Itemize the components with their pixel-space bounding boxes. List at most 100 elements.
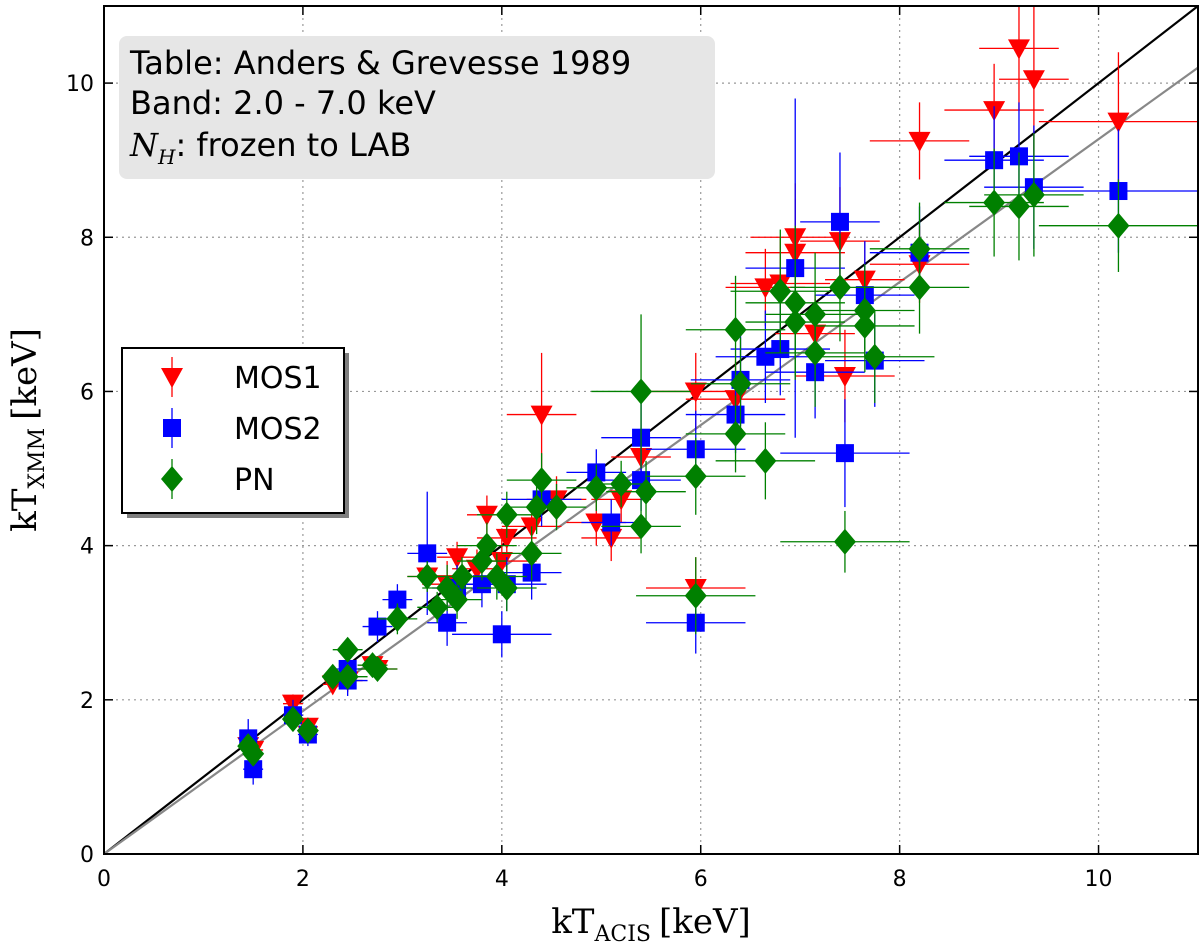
data-point [475, 505, 498, 526]
x-axis-label-main: kT [551, 902, 595, 942]
data-point [1022, 181, 1045, 208]
x-tick-label: 10 [1085, 867, 1113, 892]
y-tick-label: 0 [80, 843, 94, 868]
data-point [475, 532, 498, 559]
data-point [769, 278, 792, 305]
data-point [835, 444, 854, 463]
legend-entry-mos1: MOS1 [161, 357, 322, 397]
annotation-line3: NH: frozen to LAB [129, 126, 411, 169]
legend-label: PN [234, 463, 275, 498]
legend-entry-mos2: MOS2 [163, 408, 322, 448]
data-point [530, 467, 553, 494]
data-point [492, 625, 511, 644]
data-point [1007, 193, 1030, 220]
y-tick-label: 2 [80, 689, 94, 714]
data-point [833, 528, 856, 555]
y-axis-label: kTXMM [keV] [5, 328, 50, 532]
data-point [908, 274, 931, 301]
x-axis-label-unit: [keV] [659, 902, 751, 942]
data-point [416, 563, 439, 590]
data-point [684, 582, 707, 609]
annotation-nh-text: : frozen to LAB [175, 126, 411, 164]
data-point [451, 563, 474, 590]
data-point [366, 655, 389, 682]
legend-label: MOS1 [234, 361, 322, 396]
data-point [336, 663, 359, 690]
series-pn [237, 133, 1198, 767]
data-point [684, 382, 707, 403]
x-tick-label: 8 [893, 867, 907, 892]
data-point [635, 478, 658, 505]
data-point [336, 636, 359, 663]
data-point [630, 378, 653, 405]
x-tick-label: 6 [694, 867, 708, 892]
data-point [828, 274, 851, 301]
data-point [830, 212, 849, 231]
y-tick-label: 4 [80, 535, 94, 560]
annotation-nh-sub: H [157, 145, 176, 169]
data-point [1107, 112, 1130, 133]
annotation-background [119, 36, 715, 179]
legend-label: MOS2 [234, 412, 322, 447]
x-axis-label: kTACIS [keV] [551, 902, 751, 947]
data-point [495, 575, 518, 602]
legend: MOS1 MOS2 PN [121, 347, 349, 518]
annotation-line1: Table: Anders & Grevesse 1989 [129, 44, 631, 82]
data-point [784, 309, 807, 336]
data-point [368, 617, 387, 636]
data-point [1107, 212, 1130, 239]
data-point [244, 760, 263, 779]
x-tick-label: 2 [296, 867, 310, 892]
data-point [602, 513, 621, 532]
data-point [386, 605, 409, 632]
legend-frame [121, 347, 345, 514]
data-point [1007, 39, 1030, 60]
x-tick-label: 4 [495, 867, 509, 892]
data-point [754, 447, 777, 474]
data-point [585, 474, 608, 501]
annotation-box: Table: Anders & Grevesse 1989 Band: 2.0 … [119, 36, 715, 179]
legend-items: MOS1 MOS2 PN [161, 357, 322, 499]
axis-ticks: 0 2 4 6 8 10 0 2 4 6 8 10 [66, 6, 1198, 892]
data-point [418, 544, 437, 563]
data-point [724, 420, 747, 447]
annotation-nh-symbol: N [129, 126, 159, 164]
y-tick-label: 6 [80, 380, 94, 405]
data-point [833, 367, 856, 388]
series-mos2 [238, 98, 1198, 785]
data-point [446, 548, 469, 569]
legend-marker [161, 466, 183, 492]
data-point [729, 370, 752, 397]
data-point [296, 717, 319, 744]
data-point [724, 316, 747, 343]
data-point [983, 189, 1006, 216]
data-point [495, 501, 518, 528]
data-point [242, 740, 265, 767]
legend-marker [163, 419, 181, 437]
data-point [388, 590, 407, 609]
data-point [684, 463, 707, 490]
data-point [520, 540, 543, 567]
data-point [495, 528, 518, 549]
data-point [804, 339, 827, 366]
y-axis-label-main: kT [5, 488, 45, 532]
data-points [237, 6, 1198, 785]
legend-entry-pn: PN [161, 459, 275, 499]
y-axis-label-sub: XMM [25, 428, 50, 489]
data-point [426, 594, 449, 621]
data-point [863, 343, 886, 370]
data-point [1022, 70, 1045, 91]
data-point [630, 513, 653, 540]
legend-marker [161, 368, 183, 388]
y-axis-label-unit: [keV] [5, 328, 45, 420]
y-tick-label: 8 [80, 226, 94, 251]
data-point [530, 405, 553, 426]
data-point [438, 613, 457, 632]
data-point [908, 131, 931, 152]
x-axis-label-sub: ACIS [593, 922, 650, 947]
data-point [853, 312, 876, 339]
data-point [610, 470, 633, 497]
data-point [545, 494, 568, 521]
y-tick-label: 10 [66, 72, 94, 97]
